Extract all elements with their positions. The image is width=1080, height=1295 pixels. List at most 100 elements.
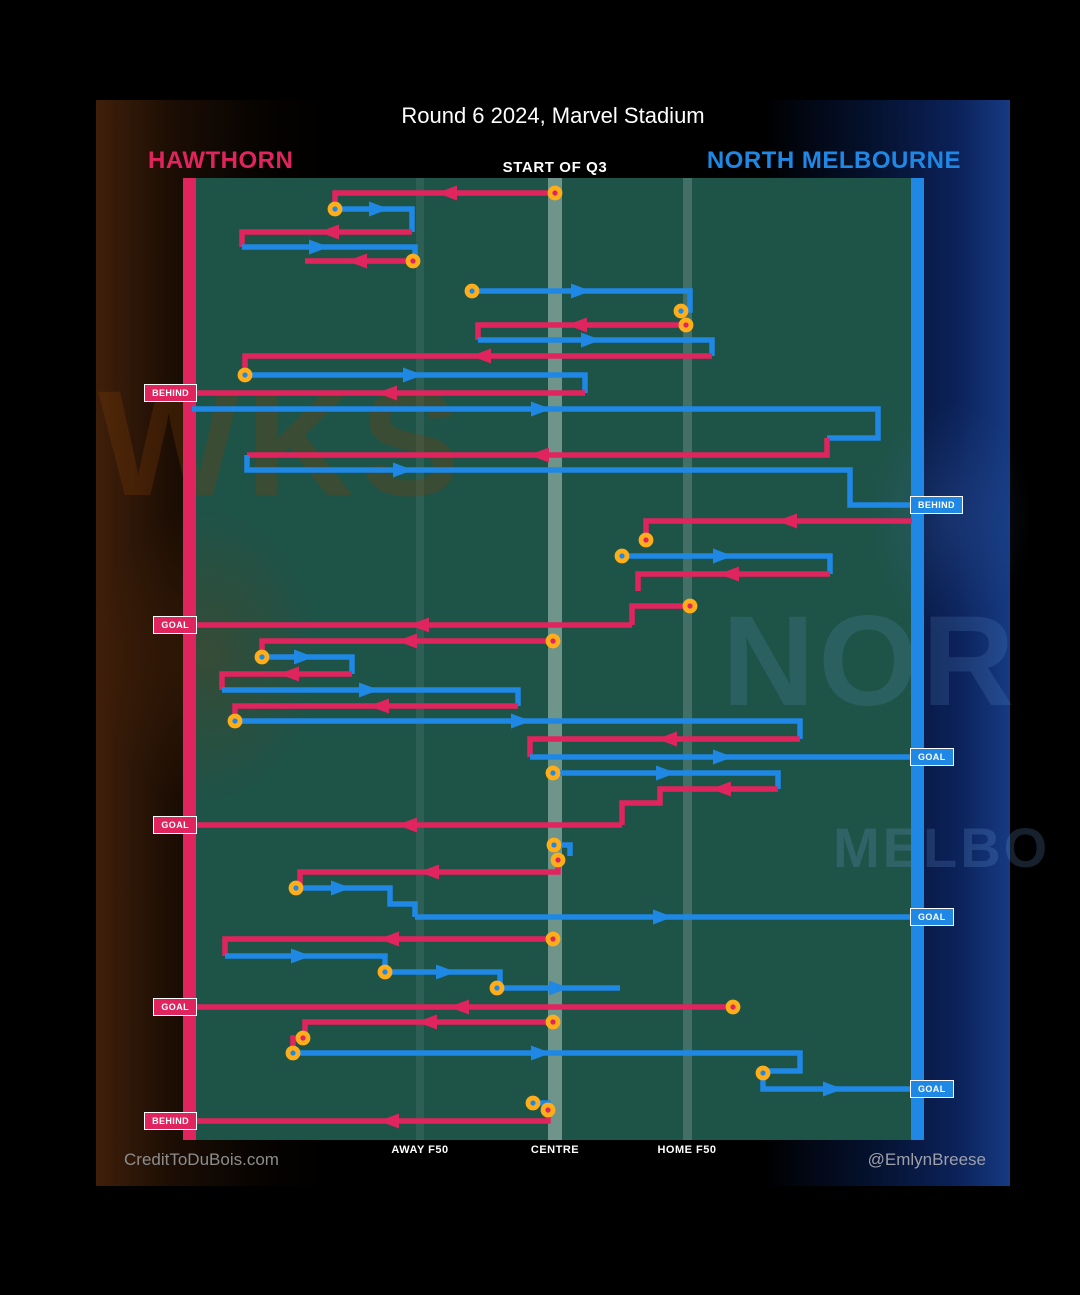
- stoppage-marker-icon: [288, 880, 304, 896]
- field-line-home-f50: [682, 178, 692, 1140]
- direction-arrow-icon: [403, 367, 423, 383]
- chart-title: Round 6 2024, Marvel Stadium: [401, 103, 705, 128]
- direction-arrow-icon: [449, 999, 469, 1015]
- stoppage-marker-icon: [547, 185, 563, 201]
- possession-chain-n: [262, 654, 355, 674]
- possession-chain-n: [553, 770, 781, 789]
- direction-arrow-icon: [393, 462, 413, 478]
- direction-arrow-icon: [549, 980, 569, 996]
- direction-arrow-icon: [319, 224, 339, 240]
- direction-arrow-icon: [359, 682, 379, 698]
- possession-chain-n: [222, 687, 521, 706]
- score-badge-behind: BEHIND: [144, 384, 197, 402]
- direction-arrow-icon: [291, 948, 311, 964]
- team-name-hawthorn: HAWTHORN: [148, 147, 294, 174]
- stoppage-marker-icon: [682, 598, 698, 614]
- possession-chain-n: [225, 953, 388, 972]
- north-melbourne-goal-line: [911, 178, 924, 1140]
- stoppage-marker-icon: [545, 931, 561, 947]
- score-badge-goal: GOAL: [910, 908, 954, 926]
- direction-arrow-icon: [777, 513, 797, 529]
- direction-arrow-icon: [471, 348, 491, 364]
- direction-arrow-icon: [369, 201, 389, 217]
- credit-author: @EmlynBreese: [867, 1150, 986, 1169]
- direction-arrow-icon: [531, 1045, 551, 1061]
- possession-chain-h: [619, 786, 778, 825]
- stoppage-marker-icon: [545, 633, 561, 649]
- direction-arrow-icon: [713, 749, 733, 765]
- possession-chain-h: [222, 936, 553, 956]
- score-badge-goal: GOAL: [910, 1080, 954, 1098]
- possession-chain-h: [643, 518, 912, 539]
- stoppage-marker-icon: [525, 1095, 541, 1111]
- direction-arrow-icon: [719, 566, 739, 582]
- direction-arrow-icon: [436, 964, 456, 980]
- direction-arrow-icon: [379, 931, 399, 947]
- possession-chain-h: [239, 229, 412, 247]
- possession-chain-n: [622, 553, 833, 574]
- possession-chain-h: [192, 1110, 551, 1124]
- stoppage-marker-icon: [678, 317, 694, 333]
- direction-arrow-icon: [409, 617, 429, 633]
- possession-chain-h: [219, 671, 352, 690]
- direction-arrow-icon: [511, 713, 531, 729]
- stoppage-marker-icon: [638, 532, 654, 548]
- direction-arrow-icon: [377, 385, 397, 401]
- direction-arrow-icon: [657, 731, 677, 747]
- direction-arrow-icon: [581, 332, 601, 348]
- stoppage-marker-icon: [755, 1065, 771, 1081]
- direction-arrow-icon: [417, 1014, 437, 1030]
- watermark-text: MELBO: [833, 816, 1051, 879]
- direction-arrow-icon: [571, 283, 591, 299]
- direction-arrow-icon: [531, 401, 551, 417]
- field-line-centre: [548, 178, 562, 1140]
- score-badge-behind: BEHIND: [910, 496, 963, 514]
- possession-chain-h: [242, 353, 712, 375]
- direction-arrow-icon: [397, 817, 417, 833]
- direction-arrow-icon: [567, 317, 587, 333]
- stoppage-marker-icon: [540, 1102, 556, 1118]
- stoppage-marker-icon: [377, 964, 393, 980]
- stoppage-marker-icon: [546, 837, 562, 853]
- direction-arrow-icon: [309, 239, 329, 255]
- field-label-away-f50: AWAY F50: [391, 1144, 449, 1156]
- stoppage-marker-icon: [550, 852, 566, 868]
- stoppage-marker-icon: [545, 1014, 561, 1030]
- stoppage-marker-icon: [285, 1045, 301, 1061]
- stoppage-marker-icon: [327, 201, 343, 217]
- direction-arrow-icon: [823, 1081, 843, 1097]
- period-label: START OF Q3: [502, 159, 608, 176]
- possession-chain-n: [335, 206, 415, 232]
- direction-arrow-icon: [397, 633, 417, 649]
- team-name-north-melbourne: NORTH MELBOURNE: [706, 147, 961, 174]
- possession-chain-h: [629, 603, 690, 625]
- field-line-away-f50: [416, 178, 424, 1140]
- stoppage-marker-icon: [489, 980, 505, 996]
- stoppage-marker-icon: [545, 765, 561, 781]
- possession-chain-n: [293, 1050, 803, 1074]
- stoppage-marker-icon: [295, 1030, 311, 1046]
- direction-arrow-icon: [379, 1113, 399, 1129]
- direction-arrow-icon: [529, 447, 549, 463]
- possession-chain-h: [635, 571, 830, 591]
- score-badge-goal: GOAL: [910, 748, 954, 766]
- possession-chain-n: [245, 372, 588, 393]
- stoppage-marker-icon: [254, 649, 270, 665]
- direction-arrow-icon: [279, 666, 299, 682]
- possession-chain-n: [235, 718, 803, 739]
- possession-chain-h: [527, 736, 800, 757]
- stoppage-marker-icon: [725, 999, 741, 1015]
- possession-chain-h: [247, 438, 830, 458]
- watermark-text: NOR: [722, 590, 1019, 733]
- score-badge-goal: GOAL: [153, 816, 197, 834]
- direction-arrow-icon: [713, 548, 733, 564]
- direction-arrow-icon: [711, 781, 731, 797]
- possession-chain-n: [296, 885, 418, 917]
- field-label-home-f50: HOME F50: [657, 1144, 717, 1156]
- possession-chain-h: [475, 322, 686, 340]
- direction-arrow-icon: [653, 909, 673, 925]
- direction-arrow-icon: [437, 185, 457, 201]
- stoppage-marker-icon: [614, 548, 630, 564]
